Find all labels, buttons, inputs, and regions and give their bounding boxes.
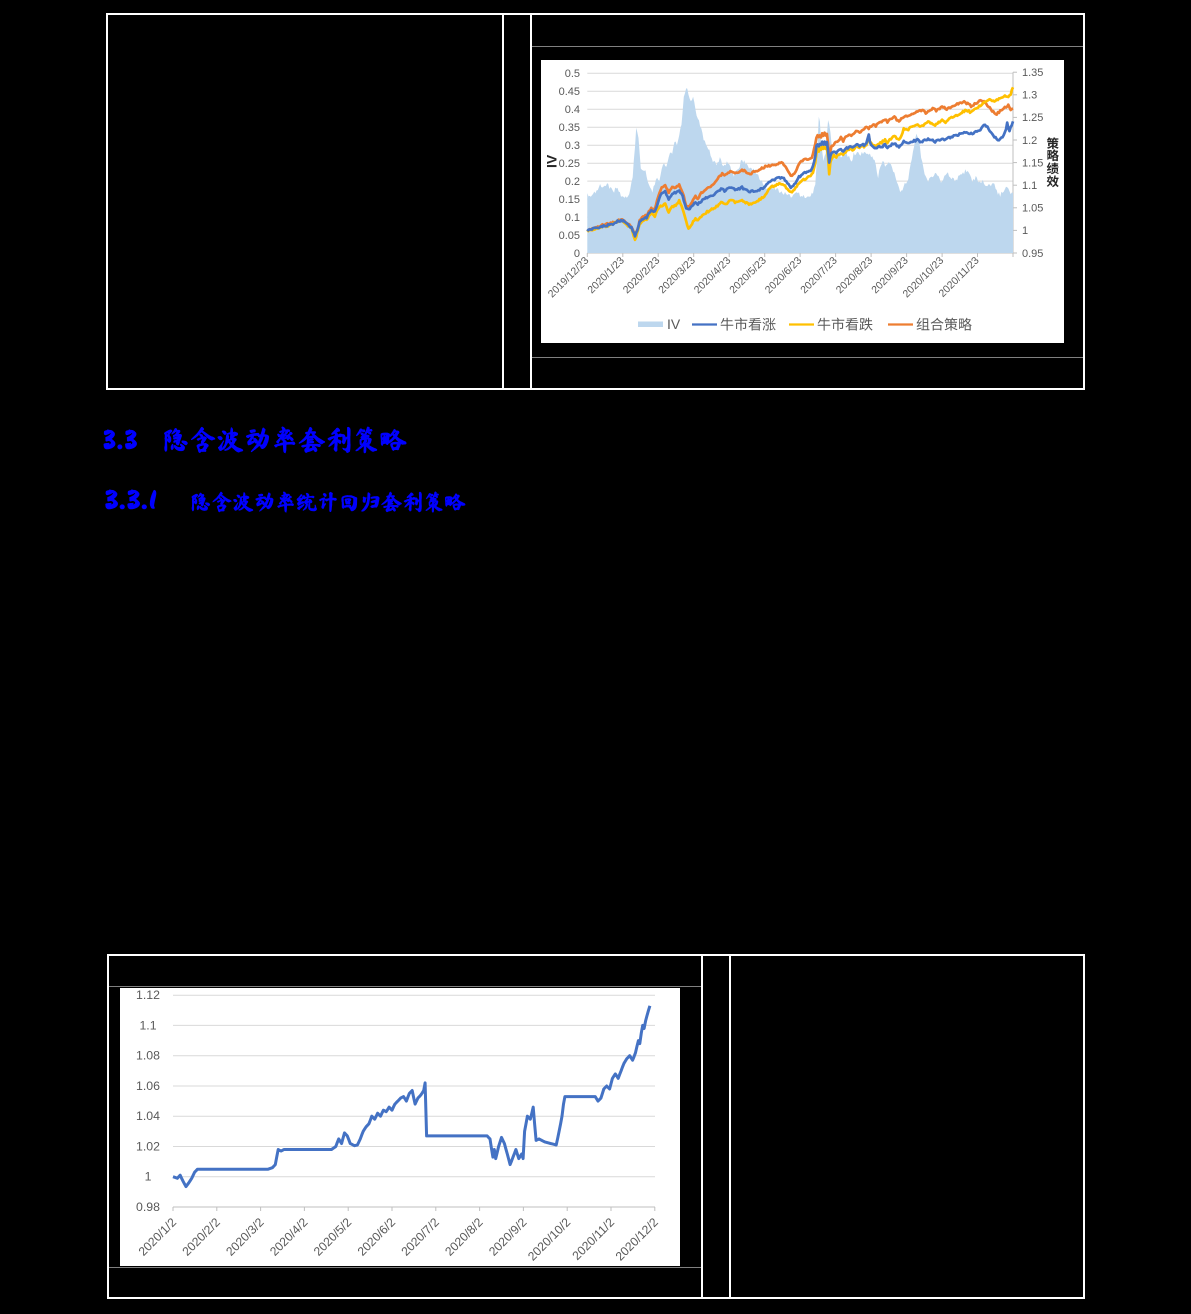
svg-text:IV: IV [544,154,560,168]
svg-text:0.3: 0.3 [565,140,580,152]
svg-text:1.02: 1.02 [136,1140,160,1154]
svg-text:0.45: 0.45 [559,86,580,98]
svg-text:0.15: 0.15 [559,194,580,206]
svg-text:0.1: 0.1 [565,212,580,224]
svg-text:0.98: 0.98 [136,1200,160,1214]
svg-text:1.05: 1.05 [1022,203,1043,215]
svg-text:1.08: 1.08 [136,1049,160,1063]
svg-text:0.05: 0.05 [559,230,580,242]
svg-text:IV: IV [667,316,681,332]
svg-text:1: 1 [1022,225,1028,237]
svg-text:1.2: 1.2 [1022,135,1037,147]
svg-text:0.2: 0.2 [565,176,580,188]
svg-text:0.4: 0.4 [565,104,580,116]
svg-text:1.25: 1.25 [1022,112,1043,124]
svg-text:0.25: 0.25 [559,158,580,170]
svg-text:1.1: 1.1 [139,1018,156,1032]
svg-text:1.15: 1.15 [1022,157,1043,169]
svg-text:1.06: 1.06 [136,1079,160,1093]
svg-text:1.04: 1.04 [136,1109,160,1123]
svg-text:1.3: 1.3 [1022,90,1037,102]
svg-text:1.12: 1.12 [136,988,160,1002]
svg-text:1.35: 1.35 [1022,67,1043,79]
svg-text:0.35: 0.35 [559,122,580,134]
svg-text:0.95: 0.95 [1022,248,1043,260]
svg-text:0: 0 [574,248,580,260]
svg-text:1.1: 1.1 [1022,180,1037,192]
svg-text:0.5: 0.5 [565,68,580,80]
svg-text:1: 1 [145,1170,152,1184]
